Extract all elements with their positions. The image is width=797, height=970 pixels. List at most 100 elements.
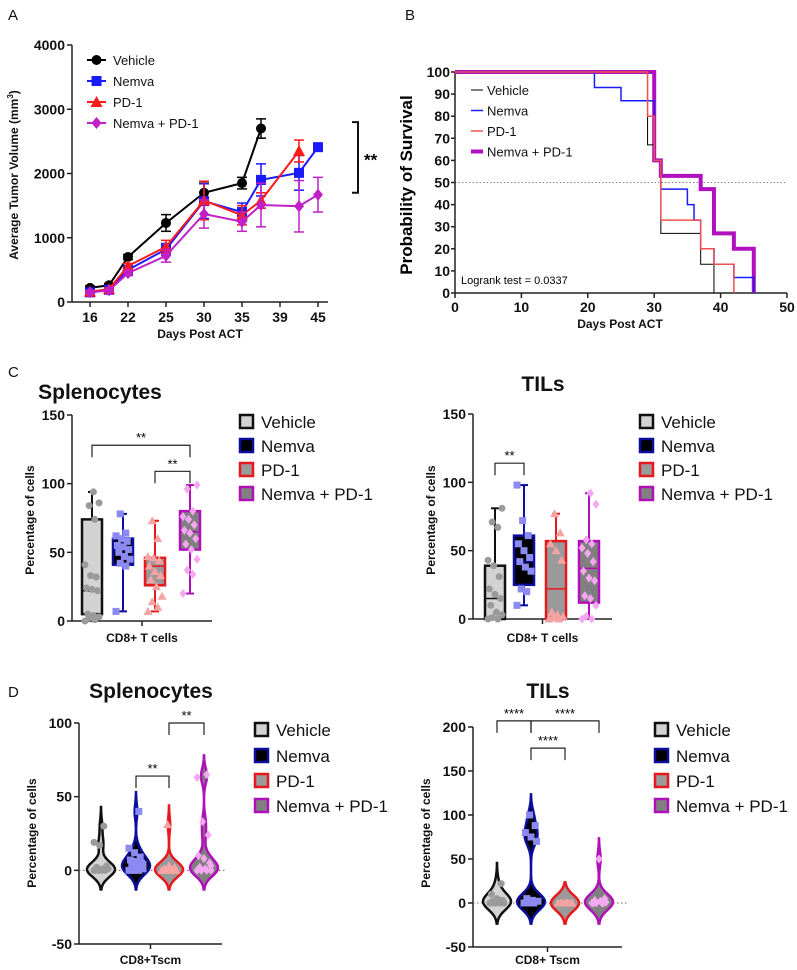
data-point — [526, 811, 534, 819]
violin — [153, 804, 185, 891]
panel-label: B — [405, 7, 415, 24]
significance-label: ** — [364, 150, 378, 169]
y-tick-label: 30 — [434, 219, 450, 235]
data-point — [154, 556, 164, 565]
y-tick-label: 70 — [434, 130, 450, 146]
x-tick-label: 39 — [272, 309, 288, 325]
data-point — [120, 552, 128, 560]
data-point — [85, 286, 95, 299]
data-point — [193, 773, 201, 783]
data-point — [491, 590, 499, 598]
data-point — [189, 569, 197, 579]
data-point — [125, 546, 133, 554]
data-point — [519, 517, 527, 525]
data-point — [89, 488, 97, 496]
data-point — [494, 523, 502, 531]
data-point — [582, 535, 590, 545]
data-point — [523, 895, 531, 903]
data-point — [555, 528, 565, 537]
data-point — [194, 851, 202, 861]
data-point — [126, 555, 134, 563]
data-point — [123, 537, 131, 545]
data-point — [520, 899, 528, 907]
y-tick-label: 0 — [442, 285, 450, 301]
legend-swatch — [253, 772, 270, 789]
data-point — [161, 249, 171, 262]
data-point — [533, 837, 541, 845]
data-point — [524, 899, 532, 907]
data-point — [531, 822, 539, 830]
group-nemva-pd-1 — [188, 754, 220, 891]
y-tick-label: 200 — [443, 719, 467, 735]
data-point — [552, 610, 562, 619]
y-axis-label: Percentage of cells — [424, 465, 438, 575]
data-point — [179, 512, 187, 522]
data-point — [582, 611, 590, 621]
y-tick-label: 3000 — [34, 101, 65, 117]
data-point — [153, 534, 163, 543]
y-tick-label: 20 — [434, 241, 450, 257]
data-point — [156, 571, 166, 580]
legend-label: Nemva — [661, 437, 715, 456]
data-point — [203, 770, 211, 780]
legend-swatch — [238, 461, 255, 478]
y-tick-label: 100 — [427, 64, 451, 80]
data-point — [588, 539, 596, 549]
data-point — [81, 561, 89, 569]
data-point — [551, 546, 561, 555]
data-point — [92, 573, 100, 581]
group-nemva — [120, 790, 152, 891]
data-point — [497, 595, 505, 602]
box-chart-tils: TILs 0 50 100 150 CD8+ T cells Percentage of c… — [424, 373, 773, 645]
group-pd-1 — [549, 881, 581, 925]
group-pd-1 — [143, 516, 167, 615]
x-tick-label: 30 — [196, 309, 212, 325]
panel-label: C — [8, 364, 19, 381]
data-point — [179, 589, 187, 599]
y-tick-label: 150 — [443, 406, 467, 422]
legend-marker — [91, 117, 102, 129]
data-point — [534, 897, 542, 905]
y-axis-label-text: Average Tumor Volume (mm — [7, 99, 21, 260]
legend-label: Vehicle — [261, 413, 316, 432]
significance-label: **** — [555, 706, 575, 721]
data-point — [91, 515, 99, 523]
data-point — [595, 854, 603, 864]
y-tick-label: 0 — [64, 862, 72, 878]
data-point — [204, 830, 212, 840]
y-axis-label: Percentage of cells — [25, 778, 39, 888]
data-point — [95, 613, 103, 621]
significance-bracket — [496, 720, 532, 733]
y-tick-label: 50 — [450, 851, 466, 867]
data-point — [113, 541, 121, 549]
data-point — [131, 849, 139, 857]
significance-bracket — [91, 444, 191, 458]
box — [577, 539, 601, 604]
data-point — [487, 601, 495, 609]
significance-bracket — [154, 470, 191, 484]
data-point — [96, 841, 104, 849]
data-point — [190, 520, 198, 530]
data-point — [498, 611, 506, 619]
data-point — [143, 551, 153, 560]
group-nemva-pd-1 — [178, 480, 202, 599]
data-point — [547, 607, 557, 616]
data-point — [550, 509, 560, 518]
significance-label: **** — [538, 733, 558, 748]
legend-label: PD-1 — [261, 461, 300, 480]
data-point — [207, 861, 215, 871]
data-point — [116, 559, 124, 567]
data-point — [497, 880, 505, 888]
group-pd-1 — [544, 509, 568, 623]
data-point — [527, 833, 535, 841]
y-tick-label: -50 — [446, 939, 466, 955]
data-point — [485, 585, 493, 593]
data-point — [125, 866, 133, 874]
data-point — [150, 567, 160, 576]
legend-label: Nemva — [676, 747, 730, 766]
chart-title: Splenocytes — [89, 680, 213, 703]
data-point — [526, 554, 534, 561]
data-point — [94, 866, 102, 874]
data-point — [313, 142, 323, 153]
